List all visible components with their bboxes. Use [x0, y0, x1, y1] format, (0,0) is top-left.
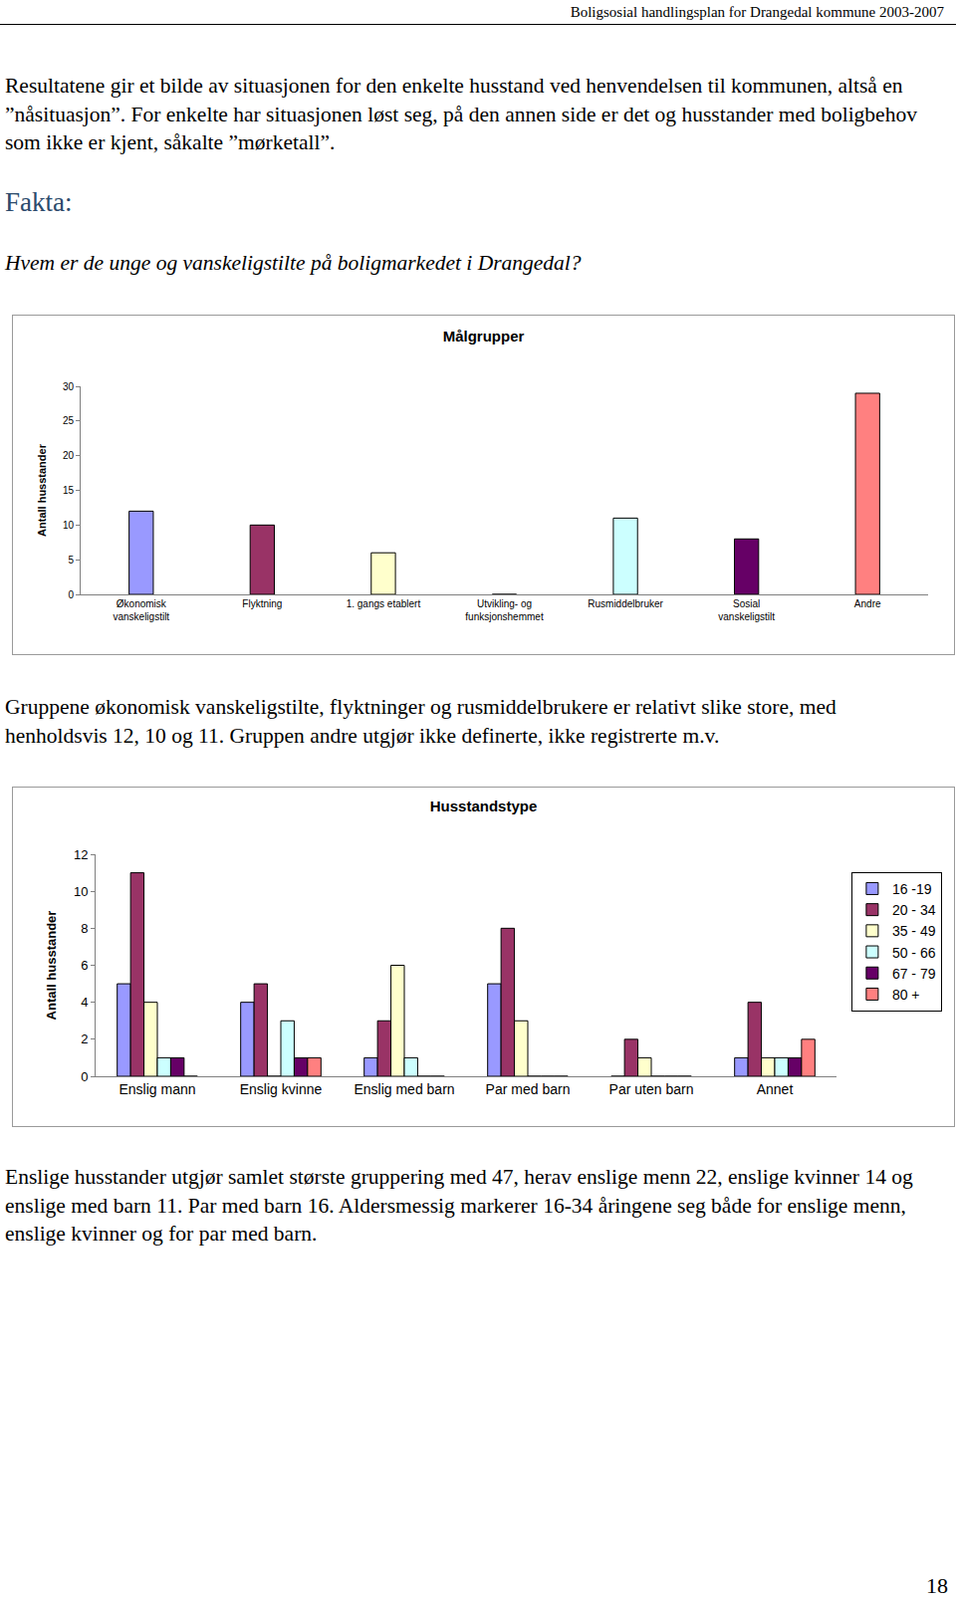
html-text:Enslige husstander utgjør saml: Enslige husstander utgjør samlet største…: [4, 1165, 913, 1247]
svg-text:Par med barn: Par med barn: [485, 1081, 571, 1098]
svg-text:0: 0: [67, 589, 74, 601]
svg-text:20 - 34: 20 - 34: [892, 902, 937, 919]
html-text:Fakta:: Fakta:: [4, 187, 73, 218]
svg-text:50 - 66: 50 - 66: [892, 945, 937, 961]
svg-text:15: 15: [62, 484, 75, 496]
svg-text:25: 25: [62, 415, 75, 427]
svg-text:Målgrupper: Målgrupper: [443, 327, 525, 345]
svg-text:Annet: Annet: [756, 1081, 794, 1098]
svg-text:30: 30: [62, 381, 75, 393]
svg-text:Par uten barn: Par uten barn: [609, 1081, 695, 1098]
svg-text:67 - 79: 67 - 79: [892, 965, 937, 982]
svg-text:6: 6: [80, 957, 88, 973]
svg-text:12: 12: [73, 847, 88, 863]
html-text:Resultatene gir et bilde av si: Resultatene gir et bilde av situasjonen …: [4, 73, 918, 155]
svg-text:1. gangs etablert: 1. gangs etablert: [346, 598, 422, 610]
svg-text:Flyktning: Flyktning: [241, 598, 282, 610]
html-text:Hvem er de unge og vanskeligst: Hvem er de unge og vanskeligstilte på bo…: [4, 250, 582, 275]
svg-text:Sosialvanskeligstilt: Sosialvanskeligstilt: [717, 598, 775, 623]
svg-text:Antall husstander: Antall husstander: [35, 443, 48, 537]
svg-text:35 - 49: 35 - 49: [892, 923, 937, 940]
svg-text:5: 5: [67, 554, 74, 566]
html-text:Gruppene økonomisk vanskeligst: Gruppene økonomisk vanskeligstilte, flyk…: [4, 695, 837, 748]
html-text:Boligsosial handlingsplan for: Boligsosial handlingsplan for Drangedal …: [570, 3, 945, 20]
svg-text:Antall husstander: Antall husstander: [43, 911, 59, 1021]
svg-text:80 +: 80 +: [892, 986, 921, 1003]
svg-text:Andre: Andre: [854, 598, 882, 610]
svg-text:4: 4: [80, 994, 88, 1010]
svg-text:16 -19: 16 -19: [892, 881, 933, 898]
svg-text:Husstandstype: Husstandstype: [430, 797, 538, 815]
svg-text:2: 2: [80, 1031, 88, 1047]
svg-text:0: 0: [80, 1069, 88, 1085]
svg-text:Enslig mann: Enslig mann: [118, 1081, 196, 1098]
svg-text:20: 20: [62, 450, 75, 462]
svg-text:Rusmiddelbruker: Rusmiddelbruker: [587, 598, 664, 610]
svg-text:Enslig med barn: Enslig med barn: [353, 1081, 455, 1098]
svg-text:8: 8: [80, 921, 88, 937]
svg-text:10: 10: [73, 884, 88, 900]
svg-text:10: 10: [62, 519, 75, 531]
svg-text:Utvikling- ogfunksjonshemmet: Utvikling- ogfunksjonshemmet: [465, 598, 544, 623]
svg-text:Enslig kvinne: Enslig kvinne: [239, 1081, 323, 1098]
svg-text:Økonomiskvanskeligstilt: Økonomiskvanskeligstilt: [112, 598, 170, 623]
html-text:18: 18: [926, 1573, 949, 1599]
